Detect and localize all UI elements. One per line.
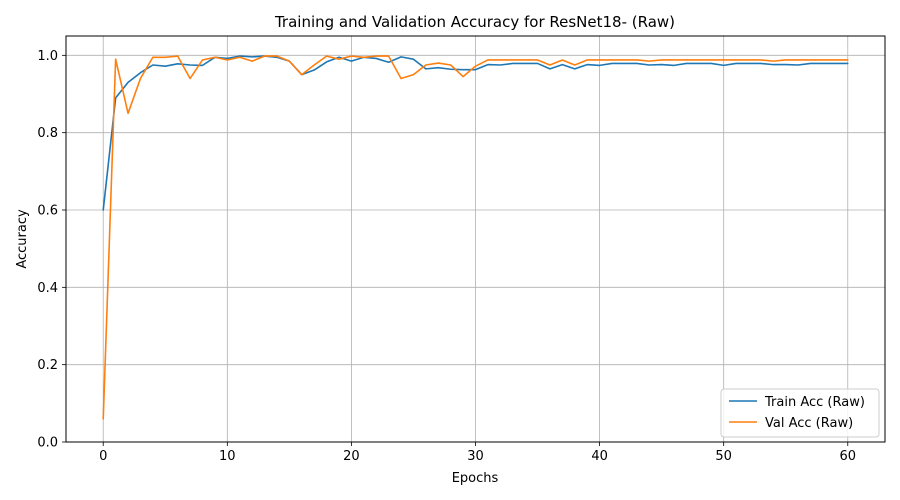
legend-label-val: Val Acc (Raw) bbox=[765, 416, 853, 431]
x-tick-label: 30 bbox=[467, 449, 484, 464]
y-tick-label: 0.8 bbox=[37, 126, 58, 141]
x-tick-label: 40 bbox=[591, 449, 608, 464]
x-tick-label: 10 bbox=[219, 449, 236, 464]
y-tick-label: 0.6 bbox=[37, 204, 58, 219]
y-tick-label: 1.0 bbox=[37, 49, 58, 64]
y-tick-label: 0.0 bbox=[37, 436, 58, 451]
y-axis-ticks: 0.0 0.2 0.4 0.6 0.8 1.0 bbox=[37, 49, 66, 451]
legend-label-train: Train Acc (Raw) bbox=[764, 395, 865, 410]
x-axis-ticks: 0 10 20 30 40 50 60 bbox=[99, 442, 856, 464]
series-line-0 bbox=[102, 55, 849, 211]
x-tick-label: 0 bbox=[99, 449, 107, 464]
legend: Train Acc (Raw) Val Acc (Raw) bbox=[720, 388, 880, 438]
x-tick-label: 50 bbox=[715, 449, 732, 464]
x-axis-label: Epochs bbox=[452, 471, 499, 486]
x-tick-label: 60 bbox=[839, 449, 856, 464]
series-lines bbox=[102, 55, 849, 420]
y-tick-label: 0.4 bbox=[37, 281, 58, 296]
y-axis-label: Accuracy bbox=[15, 209, 30, 269]
series-line-1 bbox=[102, 55, 849, 420]
legend-box bbox=[720, 388, 880, 438]
chart-title: Training and Validation Accuracy for Res… bbox=[274, 13, 675, 31]
x-tick-label: 20 bbox=[343, 449, 360, 464]
y-tick-label: 0.2 bbox=[37, 358, 58, 373]
